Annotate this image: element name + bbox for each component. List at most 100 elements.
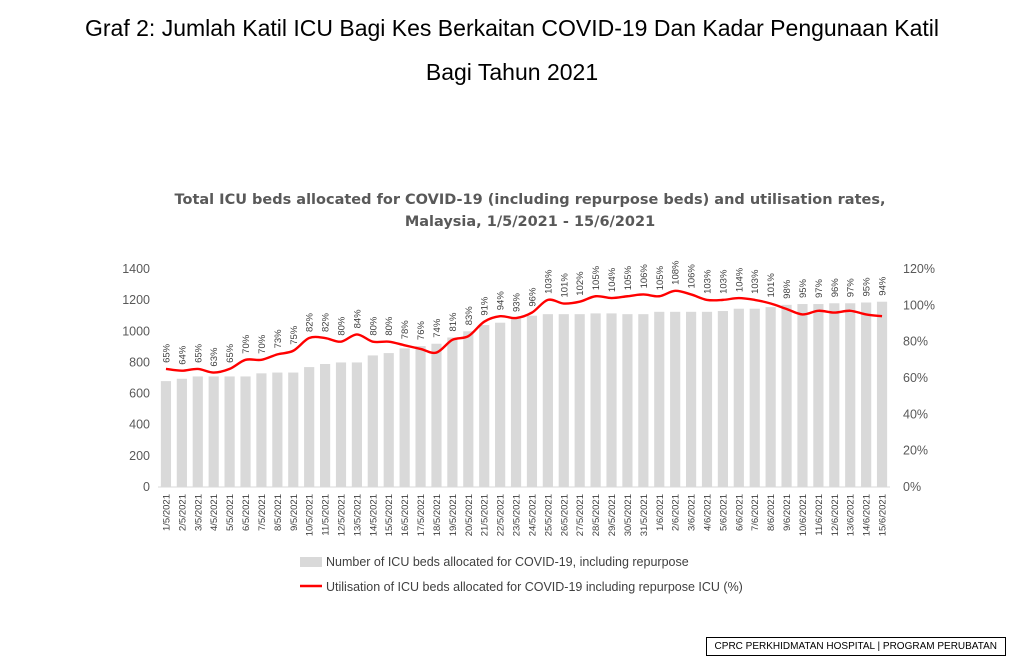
bar xyxy=(479,325,490,487)
bar xyxy=(208,376,219,487)
x-tick-label: 10/6/2021 xyxy=(798,494,809,536)
bar xyxy=(606,313,617,487)
data-label: 97% xyxy=(814,278,825,298)
x-axis: 1/5/2021 2/5/2021 3/5/2021 4/5/2021 5/5/2021… xyxy=(161,494,888,536)
bar xyxy=(670,311,681,487)
x-tick-label: 3/6/2021 xyxy=(687,494,698,531)
x-tick-label: 16/5/2021 xyxy=(400,494,411,536)
x-tick-label: 23/5/2021 xyxy=(512,494,523,536)
right-axis: 0% 20% 40% 60% 80% 100% 120% xyxy=(903,262,935,494)
bar xyxy=(351,362,362,487)
data-label: 73% xyxy=(273,329,284,349)
data-label: 103% xyxy=(543,269,554,294)
x-tick-label: 17/5/2021 xyxy=(416,494,427,536)
x-tick-label: 9/5/2021 xyxy=(289,494,300,531)
data-label: 97% xyxy=(846,278,857,298)
left-tick-label: 1200 xyxy=(122,293,150,307)
x-tick-label: 29/5/2021 xyxy=(607,494,618,536)
data-label: 75% xyxy=(289,325,300,345)
x-tick-label: 30/5/2021 xyxy=(623,494,634,536)
data-label: 96% xyxy=(830,278,841,298)
legend-label-line: Utilisation of ICU beds allocated for CO… xyxy=(326,580,743,594)
data-label: 104% xyxy=(607,267,618,292)
x-tick-label: 12/5/2021 xyxy=(337,494,348,536)
page-heading: Graf 2: Jumlah Katil ICU Bagi Kes Berkai… xyxy=(0,6,1024,94)
bar xyxy=(685,311,697,487)
data-label: 80% xyxy=(337,316,348,336)
left-tick-label: 1000 xyxy=(122,324,150,338)
legend: Number of ICU beds allocated for COVID-1… xyxy=(300,555,743,594)
right-tick-label: 80% xyxy=(903,335,928,349)
bar xyxy=(272,372,283,487)
x-tick-label: 19/5/2021 xyxy=(448,494,459,536)
bar xyxy=(590,313,601,487)
data-label: 93% xyxy=(512,292,523,312)
data-label: 65% xyxy=(225,343,236,363)
x-tick-label: 21/5/2021 xyxy=(480,494,491,536)
data-label: 65% xyxy=(161,343,172,363)
bar xyxy=(797,304,808,487)
bar xyxy=(463,331,474,487)
data-label: 70% xyxy=(257,334,268,354)
x-tick-label: 24/5/2021 xyxy=(527,494,538,536)
data-label: 101% xyxy=(766,273,777,298)
data-label: 103% xyxy=(750,269,761,294)
bar xyxy=(717,311,728,487)
x-tick-label: 9/6/2021 xyxy=(782,494,793,531)
x-tick-label: 13/5/2021 xyxy=(352,494,363,536)
data-label: 63% xyxy=(209,347,220,367)
bar xyxy=(638,314,649,487)
bar xyxy=(574,314,585,487)
x-tick-label: 12/6/2021 xyxy=(830,494,841,536)
x-tick-label: 8/6/2021 xyxy=(766,494,777,531)
legend-swatch-bars xyxy=(300,557,322,567)
data-label: 102% xyxy=(575,271,586,296)
left-axis: 0 200 400 600 800 1000 1200 1400 xyxy=(122,262,150,494)
x-tick-label: 2/5/2021 xyxy=(177,494,188,531)
data-label: 70% xyxy=(241,334,252,354)
x-tick-label: 1/5/2021 xyxy=(161,494,172,531)
x-tick-label: 2/6/2021 xyxy=(671,494,682,531)
bar xyxy=(845,303,856,487)
right-tick-label: 60% xyxy=(903,371,928,385)
data-label: 103% xyxy=(703,269,714,294)
right-tick-label: 20% xyxy=(903,444,928,458)
bar xyxy=(749,308,760,487)
bar xyxy=(192,376,203,487)
data-label: 96% xyxy=(527,287,538,307)
page-heading-line-2: Bagi Tahun 2021 xyxy=(425,59,599,85)
left-tick-label: 800 xyxy=(129,355,150,369)
data-label: 84% xyxy=(352,309,363,329)
data-labels: 65% 64% 65% 63% 65% 70% 70% 73% 75% 82% 82% 80% 84% 8… xyxy=(161,260,888,367)
bar xyxy=(495,322,506,487)
bar xyxy=(415,346,426,487)
data-label: 82% xyxy=(321,312,332,332)
bar xyxy=(654,311,665,487)
bar xyxy=(224,376,235,487)
bar xyxy=(558,314,569,487)
bar xyxy=(256,373,267,487)
data-label: 80% xyxy=(384,316,395,336)
left-tick-label: 600 xyxy=(129,387,150,401)
x-tick-label: 25/5/2021 xyxy=(543,494,554,536)
bar xyxy=(542,314,553,487)
x-tick-label: 6/6/2021 xyxy=(734,494,745,531)
x-tick-label: 14/6/2021 xyxy=(862,494,873,536)
bar xyxy=(861,302,872,487)
chart-title: Total ICU beds allocated for COVID-19 (i… xyxy=(175,192,886,208)
bar xyxy=(526,315,538,487)
right-tick-label: 40% xyxy=(903,407,928,421)
right-tick-label: 120% xyxy=(903,262,935,276)
bar xyxy=(176,378,187,487)
data-label: 91% xyxy=(480,296,491,316)
x-tick-label: 13/6/2021 xyxy=(846,494,857,536)
right-tick-label: 0% xyxy=(903,480,921,494)
bar xyxy=(319,363,331,487)
bar xyxy=(399,348,410,487)
data-label: 80% xyxy=(368,316,379,336)
data-label: 74% xyxy=(432,318,443,338)
bar xyxy=(383,353,394,487)
x-tick-label: 7/6/2021 xyxy=(750,494,761,531)
x-tick-label: 1/6/2021 xyxy=(655,494,666,531)
